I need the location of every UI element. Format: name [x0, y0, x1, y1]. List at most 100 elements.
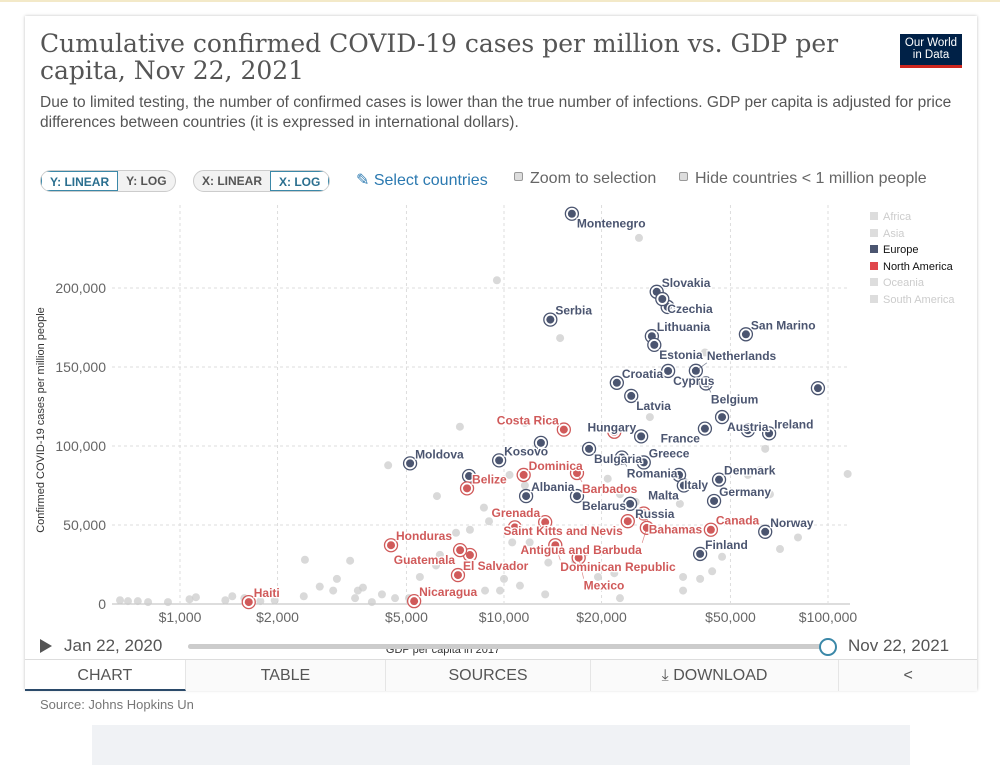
data-point-estonia [647, 337, 662, 353]
select-countries-button[interactable]: ✎ Select countries [356, 170, 488, 190]
data-point-hungary [633, 429, 649, 444]
y-linear-button[interactable]: Y: LINEAR [41, 171, 119, 191]
tab-bar: CHART TABLE SOURCES ⤓ DOWNLOAD < [25, 659, 977, 691]
data-label: Romania [627, 467, 678, 481]
timeline-handle[interactable] [819, 638, 837, 656]
data-point-other [492, 276, 501, 285]
legend-label: Africa [883, 211, 912, 223]
data-label: Moldova [415, 447, 464, 461]
timeline-slider[interactable] [188, 638, 837, 656]
data-label: Croatia [622, 367, 664, 381]
data-point-other [346, 556, 355, 565]
data-label: Malta [648, 489, 679, 503]
owid-logo[interactable]: Our World in Data [900, 34, 962, 68]
legend-swatch [870, 261, 878, 270]
data-point [658, 295, 667, 304]
source-text[interactable]: Source: Johns Hopkins Un [40, 697, 194, 712]
legend-item-asia[interactable]: Asia [870, 226, 955, 243]
leader-line [641, 527, 648, 543]
tab-chart[interactable]: CHART [25, 660, 186, 691]
data-label: France [661, 432, 701, 446]
y-axis-label: Confirmed COVID-19 cases per million peo… [35, 307, 47, 533]
data-point-other [615, 490, 624, 499]
y-log-button[interactable]: Y: LOG [126, 174, 167, 188]
timeline-end-label: Nov 22, 2021 [848, 636, 950, 655]
data-label: Mexico [584, 579, 625, 593]
data-point [664, 366, 673, 375]
share-icon: < [903, 667, 913, 684]
legend-item-africa[interactable]: Africa [870, 209, 955, 226]
data-point-other [843, 469, 852, 478]
data-label: Guatemala [394, 553, 456, 567]
data-point-other [544, 558, 553, 567]
chart-title: Cumulative confirmed COVID-19 cases per … [40, 29, 839, 85]
download-label: DOWNLOAD [673, 667, 768, 684]
data-point-haiti [241, 594, 256, 610]
zoom-to-selection-checkbox[interactable]: Zoom to selection [514, 170, 656, 188]
data-point-belize [459, 481, 475, 496]
data-label: Estonia [659, 348, 703, 362]
tab-sources[interactable]: SOURCES [386, 660, 591, 691]
y-scale-toggle: Y: LINEAR Y: LOG [40, 170, 176, 192]
data-point-other [794, 533, 803, 542]
data-label: Ireland [774, 417, 813, 431]
data-point-other [221, 596, 230, 605]
data-label: Barbados [582, 482, 638, 496]
select-countries-label: Select countries [373, 172, 488, 189]
legend-label: Europe [883, 244, 919, 256]
legend-item-south-america[interactable]: South America [870, 292, 955, 309]
data-point-other [256, 597, 265, 606]
timeline: Jan 22, 2020 Nov 22, 2021 [40, 636, 965, 658]
legend-item-north-america[interactable]: North America [870, 259, 955, 276]
data-point-other [435, 550, 444, 559]
data-point-other [700, 348, 709, 357]
hide-small-countries-checkbox[interactable]: Hide countries < 1 million people [679, 170, 927, 188]
data-point [715, 475, 724, 484]
data-point-kosovo [491, 453, 507, 468]
x-log-button[interactable]: X: LOG [270, 171, 330, 191]
legend-item-europe[interactable]: Europe [870, 242, 955, 259]
leader-line [578, 557, 585, 579]
data-point-other [384, 461, 393, 470]
y-tick-label: 100,000 [55, 438, 106, 454]
data-label: Montenegro [577, 217, 646, 231]
data-point [741, 330, 750, 339]
data-point-other [367, 598, 376, 607]
data-point-costa-rica [556, 422, 571, 437]
share-button[interactable]: < [839, 660, 977, 691]
tab-download[interactable]: ⤓ DOWNLOAD [590, 660, 840, 691]
data-point-highlighted [607, 424, 622, 439]
legend: Africa Asia Europe North America Oceania Sout… [870, 209, 955, 308]
x-linear-button[interactable]: X: LINEAR [202, 174, 262, 188]
data-point-malta [676, 478, 692, 493]
data-label: Belarus [582, 499, 626, 513]
data-point-other [556, 334, 565, 343]
data-point [585, 444, 594, 453]
data-point-serbia [543, 312, 558, 327]
data-label: Lithuania [657, 320, 711, 334]
play-icon[interactable] [40, 639, 52, 653]
labels: 0 50,000 100,000 150,000 200,000 $1,000 $2,000… [35, 215, 857, 656]
legend-label: North America [883, 260, 953, 273]
data-point-other [485, 517, 494, 526]
leader-line [695, 362, 708, 372]
legend-item-oceania[interactable]: Oceania [870, 275, 955, 292]
data-point [541, 518, 550, 527]
data-point-other [634, 233, 643, 242]
data-point-other [496, 586, 505, 595]
data-point-other [508, 538, 517, 547]
data-point-other [300, 555, 309, 564]
y-tick-label: 0 [98, 596, 106, 612]
legend-swatch [870, 245, 878, 253]
tab-table[interactable]: TABLE [185, 660, 387, 691]
data-point [743, 426, 752, 435]
x-scale-toggle: X: LINEAR X: LOG [193, 170, 331, 192]
data-point-other [163, 598, 172, 607]
data-point-other [645, 413, 654, 422]
zoom-to-selection-label: Zoom to selection [530, 170, 657, 187]
legend-swatch [870, 212, 878, 220]
data-label: Belgium [711, 392, 758, 406]
x-tick-label: $5,000 [385, 609, 428, 625]
data-point-other [358, 583, 367, 592]
